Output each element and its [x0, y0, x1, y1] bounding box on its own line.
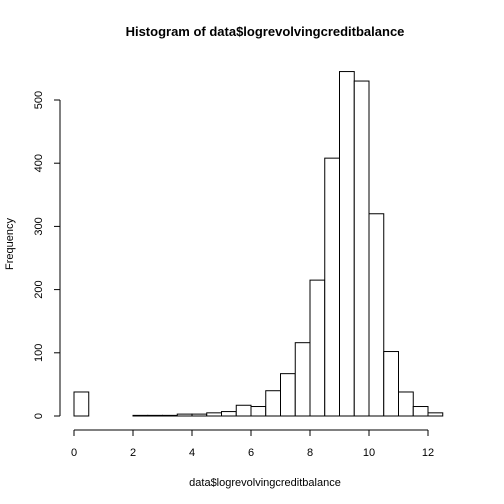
histogram-bar [132, 414, 149, 417]
histogram-bar [147, 414, 163, 417]
y-tick-label: 500 [33, 91, 45, 109]
histogram-bar [383, 351, 399, 417]
x-tick-label: 8 [307, 447, 313, 459]
histogram-bar [176, 413, 193, 417]
x-tick-label: 12 [422, 447, 434, 459]
x-tick-label: 6 [248, 447, 254, 459]
histogram-bar [250, 406, 267, 417]
x-axis-label: data$logrevolvingcreditbalance [189, 477, 341, 489]
histogram-bar [324, 157, 340, 417]
y-tick-label: 300 [33, 217, 45, 235]
histogram-bar [339, 71, 355, 417]
histogram-bar [309, 279, 326, 417]
x-tick-label: 10 [363, 447, 375, 459]
x-tick-label: 0 [71, 447, 77, 459]
y-axis-label: Frequency [4, 218, 16, 270]
histogram-bar [398, 391, 414, 417]
histogram-bar [280, 373, 296, 417]
histogram-bar [162, 414, 178, 417]
histogram-bar [265, 390, 281, 417]
histogram-bar [235, 404, 252, 417]
y-tick-label: 100 [33, 344, 45, 362]
histogram-bar [73, 391, 90, 417]
chart-title: Histogram of data$logrevolvingcreditbala… [126, 24, 405, 39]
y-tick-label: 200 [33, 280, 45, 298]
x-axis: 0 2 4 6 8 10 12 [71, 429, 434, 459]
histogram-bar [191, 413, 208, 417]
histogram-bar [368, 213, 385, 417]
y-tick-label: 0 [33, 413, 45, 419]
histogram-bar [353, 80, 370, 417]
x-tick-label: 2 [130, 447, 136, 459]
y-tick-label: 400 [33, 154, 45, 172]
y-axis: 0 100 200 300 400 500 [33, 91, 61, 419]
histogram-bar [427, 412, 444, 417]
histogram-bar [294, 342, 311, 417]
histogram-bar [206, 412, 222, 417]
histogram-bar [221, 411, 237, 417]
histogram-bar [412, 406, 429, 417]
bars-group [73, 71, 444, 417]
x-tick-label: 4 [189, 447, 195, 459]
